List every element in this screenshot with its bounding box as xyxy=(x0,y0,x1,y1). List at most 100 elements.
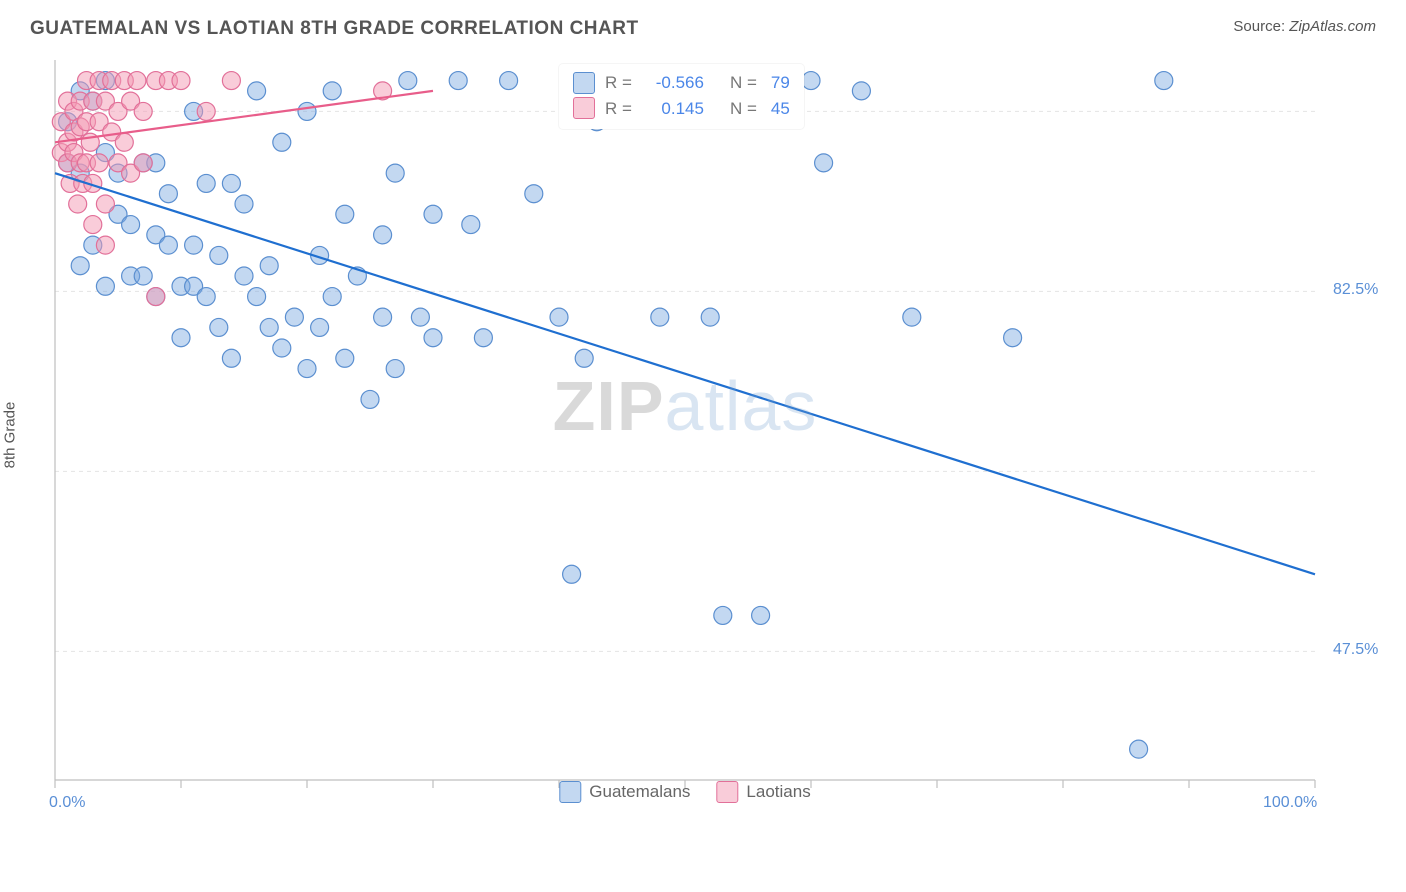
data-point xyxy=(134,154,152,172)
legend-swatch xyxy=(559,781,581,803)
data-point xyxy=(500,72,518,90)
data-point xyxy=(752,606,770,624)
data-point xyxy=(197,102,215,120)
data-point xyxy=(222,349,240,367)
r-value: -0.566 xyxy=(642,70,704,96)
data-point xyxy=(411,308,429,326)
r-label: R = xyxy=(605,70,632,96)
data-point xyxy=(248,82,266,100)
data-point xyxy=(563,565,581,583)
data-point xyxy=(197,288,215,306)
data-point xyxy=(651,308,669,326)
data-point xyxy=(96,277,114,295)
data-point xyxy=(424,329,442,347)
r-value: 0.145 xyxy=(642,96,704,122)
chart-title: GUATEMALAN VS LAOTIAN 8TH GRADE CORRELAT… xyxy=(30,18,639,40)
data-point xyxy=(273,339,291,357)
data-point xyxy=(273,133,291,151)
data-point xyxy=(903,308,921,326)
data-point xyxy=(852,82,870,100)
data-point xyxy=(260,257,278,275)
data-point xyxy=(1004,329,1022,347)
legend-label: Guatemalans xyxy=(589,782,690,802)
scatter-plot xyxy=(55,60,1315,780)
data-point xyxy=(96,236,114,254)
data-point xyxy=(134,267,152,285)
data-point xyxy=(147,288,165,306)
data-point xyxy=(374,308,392,326)
n-value: 79 xyxy=(771,70,790,96)
data-point xyxy=(197,174,215,192)
data-point xyxy=(122,216,140,234)
data-point xyxy=(399,72,417,90)
legend-label: Laotians xyxy=(746,782,810,802)
data-point xyxy=(90,154,108,172)
data-point xyxy=(525,185,543,203)
legend-swatch xyxy=(573,72,595,94)
legend-swatch xyxy=(573,97,595,119)
data-point xyxy=(260,318,278,336)
n-label: N = xyxy=(730,70,757,96)
data-point xyxy=(248,288,266,306)
data-point xyxy=(298,102,316,120)
chart-area: 8th Grade ZIPatlas R =-0.566N =79R =0.14… xyxy=(0,50,1406,820)
y-tick-label: 47.5% xyxy=(1333,641,1378,659)
data-point xyxy=(96,195,114,213)
data-point xyxy=(575,349,593,367)
data-point xyxy=(222,72,240,90)
data-point xyxy=(1130,740,1148,758)
n-label: N = xyxy=(730,96,757,122)
source-site: ZipAtlas.com xyxy=(1289,18,1376,35)
data-point xyxy=(235,195,253,213)
legend-swatch xyxy=(716,781,738,803)
data-point xyxy=(1155,72,1173,90)
data-point xyxy=(462,216,480,234)
data-point xyxy=(336,205,354,223)
legend-stats-box: R = -0.566 N = 79 R = 0.145 N = 45 xyxy=(559,64,804,129)
legend-item: Laotians xyxy=(716,781,810,803)
data-point xyxy=(311,318,329,336)
data-point xyxy=(285,308,303,326)
source-prefix: Source: xyxy=(1233,18,1289,35)
data-point xyxy=(298,360,316,378)
data-point xyxy=(701,308,719,326)
data-point xyxy=(815,154,833,172)
data-point xyxy=(424,205,442,223)
data-point xyxy=(714,606,732,624)
data-point xyxy=(210,318,228,336)
data-point xyxy=(69,195,87,213)
legend-item: Guatemalans xyxy=(559,781,690,803)
data-point xyxy=(550,308,568,326)
data-point xyxy=(386,164,404,182)
data-point xyxy=(159,236,177,254)
data-point xyxy=(172,329,190,347)
data-point xyxy=(159,185,177,203)
data-point xyxy=(361,390,379,408)
data-point xyxy=(474,329,492,347)
chart-header: GUATEMALAN VS LAOTIAN 8TH GRADE CORRELAT… xyxy=(0,0,1406,50)
data-point xyxy=(323,288,341,306)
legend-stats-row: R = 0.145 N = 45 xyxy=(573,96,790,122)
data-point xyxy=(374,226,392,244)
plot-area: ZIPatlas R =-0.566N =79R =0.145N =45 Gua… xyxy=(55,60,1315,780)
data-point xyxy=(802,72,820,90)
n-value: 45 xyxy=(771,96,790,122)
trend-line xyxy=(55,173,1315,574)
data-point xyxy=(185,236,203,254)
r-label: R = xyxy=(605,96,632,122)
data-point xyxy=(323,82,341,100)
source-credit: Source: ZipAtlas.com xyxy=(1233,18,1376,35)
y-axis-label: 8th Grade xyxy=(2,402,19,469)
data-point xyxy=(235,267,253,285)
data-point xyxy=(386,360,404,378)
data-point xyxy=(115,133,133,151)
y-tick-label: 82.5% xyxy=(1333,281,1378,299)
data-point xyxy=(210,246,228,264)
data-point xyxy=(71,257,89,275)
data-point xyxy=(134,102,152,120)
x-tick-label: 100.0% xyxy=(1263,794,1317,812)
data-point xyxy=(336,349,354,367)
x-tick-label: 0.0% xyxy=(49,794,85,812)
legend-stats-row: R = -0.566 N = 79 xyxy=(573,70,790,96)
data-point xyxy=(172,72,190,90)
